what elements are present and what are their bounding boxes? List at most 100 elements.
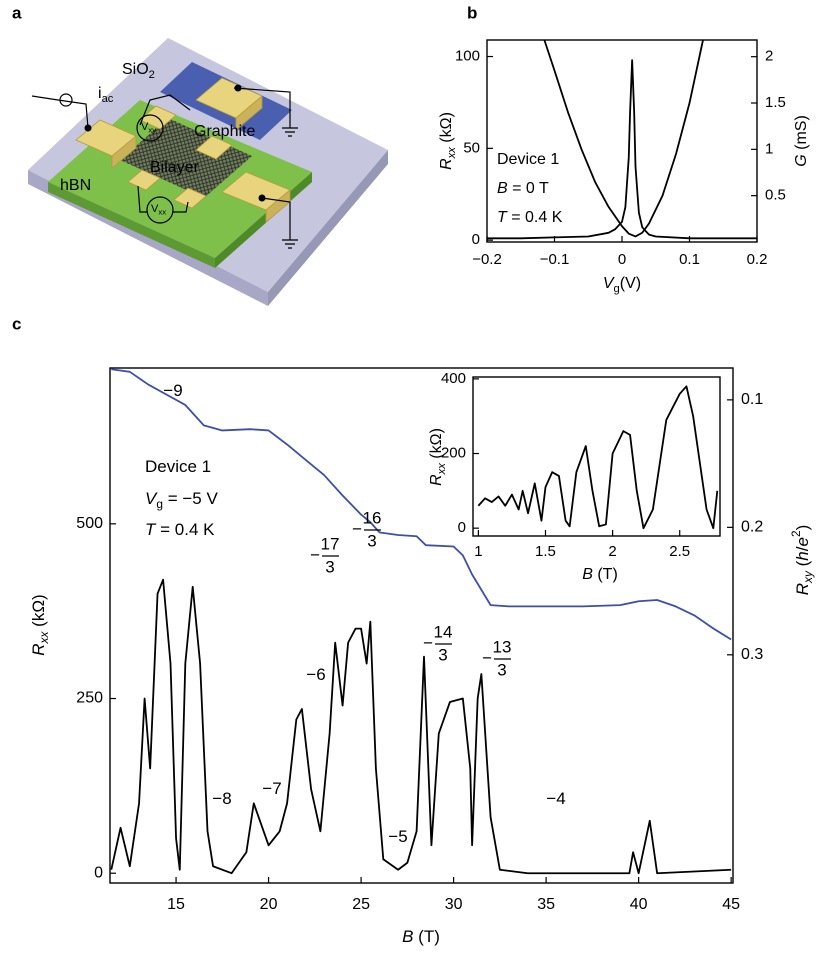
text-segment: xy <box>148 125 156 134</box>
wire <box>31 95 89 129</box>
fraction-sign: − <box>423 633 433 652</box>
panel-label: a <box>12 3 22 22</box>
x-axis-label: B (T) <box>402 927 440 946</box>
y2-tick-label: 0.2 <box>741 519 763 536</box>
data-line <box>487 59 757 240</box>
text-segment: xx <box>158 207 166 216</box>
y2-tick-label: 0.1 <box>741 391 763 408</box>
x-tick-label: 0.2 <box>747 251 768 268</box>
text-segment: h <box>793 551 812 560</box>
x-tick-label: 0 <box>618 251 626 268</box>
voltmeter <box>146 196 174 224</box>
x-tick-label: 45 <box>722 896 740 913</box>
y-tick-label: 200 <box>441 444 466 461</box>
text-segment: −5 <box>388 827 407 846</box>
fraction-numerator: 14 <box>434 622 453 641</box>
annotation: −8 <box>212 789 231 808</box>
text-segment: (T) <box>593 566 618 583</box>
text-segment: Graphite <box>194 123 255 140</box>
contact-dot <box>234 84 242 92</box>
contact <box>195 135 233 160</box>
text-segment: xy <box>801 570 815 584</box>
contact <box>127 169 161 191</box>
ground <box>282 239 298 249</box>
y-tick-label: 50 <box>463 139 480 156</box>
bilayer-label: Bilayer <box>150 159 200 176</box>
panel-label: b <box>467 3 477 22</box>
text-segment: = 0.4 K <box>507 209 563 226</box>
text-segment: Device 1 <box>145 457 211 476</box>
annotation: T = 0.4 K <box>497 209 563 226</box>
fraction-sign: − <box>352 519 362 538</box>
text-segment: ac <box>102 93 114 105</box>
device-schematic: a SiO2 iac Graphite hBN Bilayer Vxy Vxx <box>12 3 388 306</box>
x-tick-label: −0.1 <box>540 251 570 268</box>
text-segment: T <box>497 209 508 226</box>
fraction-denominator: 3 <box>367 531 376 550</box>
text-segment: (kΩ) <box>438 112 455 147</box>
wire <box>139 94 191 126</box>
annotation: Vg = −5 V <box>145 489 218 511</box>
contact <box>235 95 263 131</box>
fraction-denominator: 3 <box>438 645 447 664</box>
text-segment: T <box>145 520 157 539</box>
y-tick-label: 0 <box>472 231 480 248</box>
text-segment: (mS) <box>793 115 810 154</box>
y-tick-label: 100 <box>455 47 480 64</box>
y-tick-label: 400 <box>441 370 466 387</box>
wire <box>137 185 189 213</box>
text-segment: R <box>29 643 48 655</box>
fraction-denominator: 3 <box>325 557 334 576</box>
text-segment: = 0 T <box>508 180 549 197</box>
y2-axis-label: G (mS) <box>793 115 810 167</box>
annotation: Device 1 <box>497 151 559 168</box>
annotation: Device 1 <box>145 457 211 476</box>
graphite-label: Graphite <box>194 123 255 140</box>
contact <box>111 135 137 169</box>
text-segment: = −5 V <box>163 489 218 508</box>
x-tick-label: 1.5 <box>535 543 556 560</box>
bilayer-flake <box>120 118 252 198</box>
x-tick-label: −0.2 <box>472 251 502 268</box>
x-tick-label: 25 <box>352 896 370 913</box>
fraction-denominator: 3 <box>497 660 506 679</box>
annotation: −5 <box>388 827 407 846</box>
x-tick-label: 20 <box>260 896 278 913</box>
text-segment: Bilayer <box>150 159 200 176</box>
vxy-label: Vxy <box>141 121 156 134</box>
y-tick-label: 500 <box>76 515 103 532</box>
fraction-numerator: 13 <box>493 637 512 656</box>
y-tick-label: 0 <box>94 864 103 881</box>
annotation: T = 0.4 K <box>145 520 215 539</box>
text-segment: SiO <box>122 61 149 78</box>
fraction-numerator: 16 <box>363 508 382 527</box>
ground <box>282 127 298 137</box>
substrate-label: SiO2 <box>122 61 155 81</box>
hbn-side <box>48 182 215 268</box>
text-segment: xx <box>446 147 458 160</box>
y2-tick-label: 2 <box>765 48 773 65</box>
text-segment: xx <box>37 630 51 644</box>
wiring <box>31 87 298 249</box>
x-tick-label: 2 <box>608 543 616 560</box>
text-segment: e <box>793 537 812 546</box>
contact <box>173 187 207 209</box>
text-segment: B <box>402 927 413 946</box>
y2-tick-label: 0.3 <box>741 646 763 663</box>
y-axis-label: Rxx (kΩ) <box>438 112 458 170</box>
data-line <box>543 39 704 238</box>
x-tick-label: 35 <box>537 896 555 913</box>
text-segment: V <box>141 121 149 133</box>
text-segment: V <box>145 489 158 508</box>
y-axis-label: Rxx (kΩ) <box>29 594 51 655</box>
data-line <box>110 578 732 875</box>
text-segment: g <box>156 497 163 511</box>
annotation: B = 0 T <box>497 180 549 197</box>
x-tick-label: 30 <box>445 896 463 913</box>
text-segment: / <box>793 546 812 551</box>
current-label: iac <box>98 85 114 105</box>
plot-frame <box>486 39 758 243</box>
text-segment: hBN <box>60 177 91 194</box>
